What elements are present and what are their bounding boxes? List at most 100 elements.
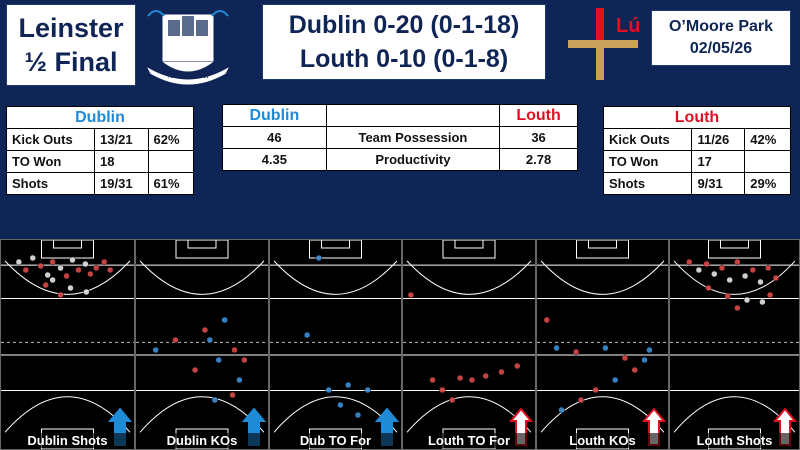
event-dot bbox=[646, 346, 653, 354]
small-box-top bbox=[708, 240, 761, 259]
table-row: Shots 9/31 29% bbox=[602, 172, 791, 195]
event-dot bbox=[726, 276, 733, 284]
event-dot bbox=[631, 366, 639, 374]
event-dot bbox=[743, 296, 751, 304]
pitch-panel-dub-to-for: Dub TO For bbox=[269, 239, 402, 450]
pitch-lines bbox=[1, 240, 134, 449]
stat-pct: 62% bbox=[147, 128, 194, 151]
event-dot bbox=[543, 316, 551, 324]
event-dot bbox=[449, 396, 456, 404]
value-b: 2.78 bbox=[499, 148, 578, 171]
event-dot bbox=[759, 298, 766, 306]
event-dot bbox=[772, 274, 780, 282]
event-dot bbox=[106, 266, 114, 274]
event-dot bbox=[100, 258, 108, 266]
louth-table-heading: Louth bbox=[603, 106, 791, 129]
event-dot bbox=[49, 276, 56, 284]
stat-count: 13/21 bbox=[94, 128, 149, 151]
event-dot bbox=[705, 284, 712, 292]
pitch-panel-louth-to-for: Louth TO For bbox=[402, 239, 536, 450]
event-dot bbox=[456, 374, 464, 382]
event-dot bbox=[201, 326, 209, 334]
event-dot bbox=[749, 266, 757, 274]
pitch-lines bbox=[136, 240, 268, 449]
arc-top bbox=[139, 260, 265, 295]
event-dot bbox=[734, 304, 741, 312]
value-b: 36 bbox=[499, 126, 578, 149]
event-dot bbox=[592, 386, 599, 394]
louth-logo-icon: Lú bbox=[568, 8, 640, 80]
event-dot bbox=[364, 386, 372, 394]
stat-pct: 29% bbox=[744, 172, 791, 195]
event-dot bbox=[621, 354, 629, 362]
arc-top bbox=[540, 260, 665, 295]
event-dot bbox=[82, 260, 89, 268]
event-dot bbox=[29, 254, 37, 262]
event-dot bbox=[724, 292, 732, 300]
event-dot bbox=[695, 266, 703, 274]
goal-box-top bbox=[454, 240, 484, 249]
score-louth: Louth 0-10 (0-1-8) bbox=[299, 45, 509, 73]
event-dot bbox=[641, 356, 648, 364]
event-dot bbox=[57, 291, 64, 299]
event-dot bbox=[757, 278, 764, 286]
event-dot bbox=[703, 260, 710, 268]
event-dot bbox=[172, 336, 179, 344]
stat-count: 19/31 bbox=[94, 172, 149, 195]
event-dot bbox=[229, 391, 236, 399]
event-dot bbox=[315, 254, 323, 262]
event-dot bbox=[37, 262, 44, 270]
event-dot bbox=[15, 258, 23, 266]
pitch-panel-dublin-shots: Dublin Shots bbox=[0, 239, 135, 450]
panel-label: Louth TO For bbox=[403, 433, 535, 448]
pitch-lines bbox=[670, 240, 799, 449]
dublin-crest-icon: ÁTH CLIATH bbox=[144, 10, 232, 86]
stat-pct bbox=[147, 150, 194, 173]
event-dot bbox=[93, 264, 100, 272]
event-dot bbox=[22, 266, 30, 274]
table-row: 46 Team Possession 36 bbox=[222, 126, 578, 149]
comparison-team-a: Dublin bbox=[222, 104, 327, 127]
arc-bottom bbox=[673, 396, 796, 433]
event-dot bbox=[152, 346, 159, 354]
stat-label: TO Won bbox=[602, 150, 693, 173]
arc-top bbox=[4, 260, 131, 295]
event-dot bbox=[764, 264, 772, 272]
event-dot bbox=[69, 256, 76, 264]
pitch-panel-louth-shots: Louth Shots bbox=[669, 239, 800, 450]
venue-box: O’Moore Park 02/05/26 bbox=[651, 10, 791, 66]
round-title-line2: ½ Final bbox=[24, 47, 118, 77]
event-dot bbox=[553, 344, 560, 352]
arc-bottom bbox=[406, 396, 532, 433]
stat-count: 9/31 bbox=[691, 172, 746, 195]
event-dot bbox=[577, 396, 585, 404]
event-dot bbox=[337, 401, 344, 409]
event-dot bbox=[766, 291, 774, 299]
table-row: 4.35 Productivity 2.78 bbox=[222, 148, 578, 171]
scoreline-box: Dublin 0-20 (0-1-18) Louth 0-10 (0-1-8) bbox=[262, 4, 546, 80]
event-dot bbox=[439, 386, 446, 394]
event-dot bbox=[611, 376, 619, 384]
event-dot bbox=[87, 270, 94, 278]
event-dot bbox=[231, 346, 238, 354]
match-date: 02/05/26 bbox=[689, 40, 753, 57]
event-dot bbox=[558, 406, 565, 414]
event-dot bbox=[191, 366, 199, 374]
panel-label: Dublin Shots bbox=[1, 433, 134, 448]
event-dot bbox=[429, 376, 436, 384]
goal-box-top bbox=[53, 240, 82, 249]
arc-top bbox=[406, 260, 532, 295]
comparison-header-blank bbox=[325, 104, 501, 127]
event-dot bbox=[734, 258, 741, 266]
panel-label: Louth Shots bbox=[670, 433, 799, 448]
event-dot bbox=[718, 264, 726, 272]
arc-bottom bbox=[273, 396, 398, 433]
goal-box-top bbox=[588, 240, 617, 249]
event-dot bbox=[42, 281, 49, 289]
stat-label: Kick Outs bbox=[602, 128, 693, 151]
event-dot bbox=[407, 291, 415, 299]
event-dot bbox=[711, 270, 718, 278]
stat-count: 11/26 bbox=[691, 128, 746, 151]
event-dot bbox=[206, 336, 214, 344]
small-box-top bbox=[576, 240, 629, 259]
